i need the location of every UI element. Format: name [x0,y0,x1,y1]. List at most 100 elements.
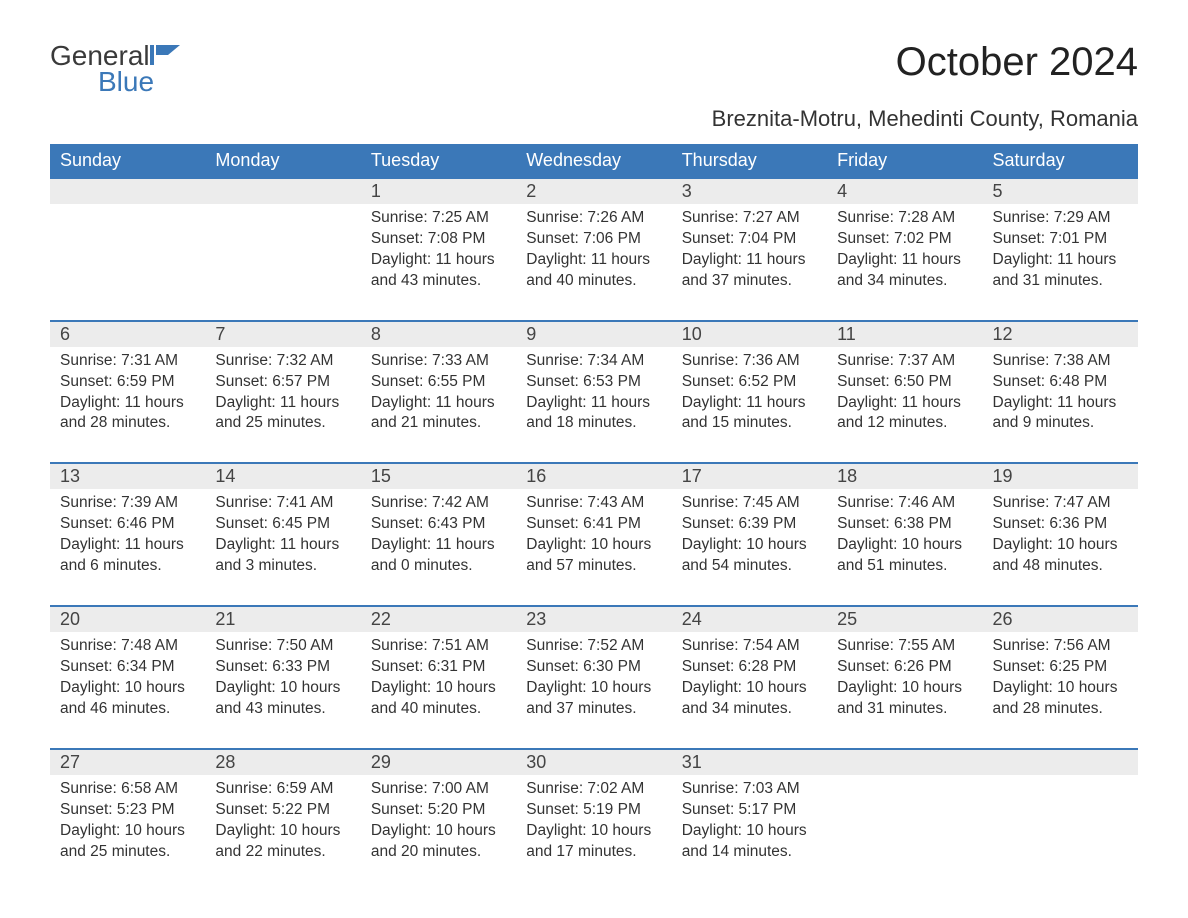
day-number-cell: 10 [672,321,827,347]
daylight-line: Daylight: 11 hours and 18 minutes. [526,393,661,435]
sunset-line: Sunset: 7:04 PM [682,229,817,250]
day-header: Tuesday [361,144,516,178]
calendar-table: Sunday Monday Tuesday Wednesday Thursday… [50,144,1138,890]
daylight-line: Daylight: 11 hours and 12 minutes. [837,393,972,435]
day-number-cell: 3 [672,178,827,204]
sunset-line: Sunset: 6:53 PM [526,372,661,393]
sunset-line: Sunset: 6:57 PM [215,372,350,393]
daylight-line: Daylight: 11 hours and 21 minutes. [371,393,506,435]
day-number-cell: 31 [672,749,827,775]
daylight-line: Daylight: 10 hours and 40 minutes. [371,678,506,720]
sunrise-line: Sunrise: 7:47 AM [993,493,1128,514]
sunrise-line: Sunrise: 7:28 AM [837,208,972,229]
daylight-line: Daylight: 10 hours and 43 minutes. [215,678,350,720]
day-number-cell: 4 [827,178,982,204]
day-detail-row: Sunrise: 7:39 AMSunset: 6:46 PMDaylight:… [50,489,1138,606]
day-detail-row: Sunrise: 7:48 AMSunset: 6:34 PM Daylight:… [50,632,1138,749]
day-number-cell: 14 [205,463,360,489]
daylight-line: Daylight: 11 hours and 25 minutes. [215,393,350,435]
sunset-line: Sunset: 7:06 PM [526,229,661,250]
day-detail-cell: Sunrise: 7:37 AMSunset: 6:50 PMDaylight:… [827,347,982,464]
sunset-line: Sunset: 6:41 PM [526,514,661,535]
day-detail-cell: Sunrise: 7:56 AMSunset: 6:25 PMDaylight:… [983,632,1138,749]
sunset-line: Sunset: 6:45 PM [215,514,350,535]
sunset-line: Sunset: 5:17 PM [682,800,817,821]
day-header: Thursday [672,144,827,178]
sunset-line: Sunset: 5:22 PM [215,800,350,821]
day-detail-cell: Sunrise: 7:02 AMSunset: 5:19 PMDaylight:… [516,775,671,891]
day-number-cell: 17 [672,463,827,489]
daylight-line: Daylight: 10 hours and 51 minutes. [837,535,972,577]
sunrise-line: Sunrise: 7:52 AM [526,636,661,657]
daylight-line: Daylight: 10 hours and 57 minutes. [526,535,661,577]
day-number-cell: 7 [205,321,360,347]
day-number-cell: 20 [50,606,205,632]
sunset-line: Sunset: 7:01 PM [993,229,1128,250]
sunset-line: Sunset: 6:34 PM [60,657,195,678]
day-number-cell [50,178,205,204]
day-detail-cell: Sunrise: 7:34 AMSunset: 6:53 PMDaylight:… [516,347,671,464]
daylight-line: Daylight: 11 hours and 0 minutes. [371,535,506,577]
day-number-cell [205,178,360,204]
daylight-line: Daylight: 11 hours and 3 minutes. [215,535,350,577]
day-number-row: 2728293031 [50,749,1138,775]
day-detail-cell: Sunrise: 7:28 AMSunset: 7:02 PMDaylight:… [827,204,982,321]
daylight-line: Daylight: 10 hours and 22 minutes. [215,821,350,863]
sunset-line: Sunset: 6:50 PM [837,372,972,393]
sunrise-line: Sunrise: 7:48 AM [60,636,195,657]
sunrise-line: Sunrise: 7:31 AM [60,351,195,372]
location-subtitle: Breznita-Motru, Mehedinti County, Romani… [50,106,1138,132]
day-number-cell [827,749,982,775]
sunrise-line: Sunrise: 7:42 AM [371,493,506,514]
day-detail-cell: Sunrise: 7:32 AMSunset: 6:57 PMDaylight:… [205,347,360,464]
day-detail-cell: Sunrise: 7:52 AMSunset: 6:30 PMDaylight:… [516,632,671,749]
sunset-line: Sunset: 6:28 PM [682,657,817,678]
day-detail-cell: Sunrise: 7:31 AMSunset: 6:59 PMDaylight:… [50,347,205,464]
day-detail-cell: Sunrise: 7:33 AMSunset: 6:55 PMDaylight:… [361,347,516,464]
day-detail-cell: Sunrise: 7:29 AMSunset: 7:01 PMDaylight:… [983,204,1138,321]
day-detail-cell: Sunrise: 7:42 AMSunset: 6:43 PMDaylight:… [361,489,516,606]
day-detail-cell: Sunrise: 7:27 AMSunset: 7:04 PMDaylight:… [672,204,827,321]
sunset-line: Sunset: 6:43 PM [371,514,506,535]
day-number-cell: 21 [205,606,360,632]
sunset-line: Sunset: 6:46 PM [60,514,195,535]
daylight-line: Daylight: 11 hours and 15 minutes. [682,393,817,435]
day-number-cell: 11 [827,321,982,347]
sunset-line: Sunset: 6:33 PM [215,657,350,678]
day-header: Friday [827,144,982,178]
day-detail-cell: Sunrise: 7:41 AMSunset: 6:45 PMDaylight:… [205,489,360,606]
sunrise-line: Sunrise: 6:59 AM [215,779,350,800]
day-number-row: 6789101112 [50,321,1138,347]
day-number-cell: 29 [361,749,516,775]
day-detail-cell: Sunrise: 7:25 AMSunset: 7:08 PMDaylight:… [361,204,516,321]
day-detail-row: Sunrise: 6:58 AMSunset: 5:23 PMDaylight:… [50,775,1138,891]
day-detail-cell: Sunrise: 7:39 AMSunset: 6:46 PMDaylight:… [50,489,205,606]
day-detail-cell: Sunrise: 7:50 AMSunset: 6:33 PMDaylight:… [205,632,360,749]
daylight-line: Daylight: 10 hours and 31 minutes. [837,678,972,720]
day-detail-row: Sunrise: 7:31 AMSunset: 6:59 PMDaylight:… [50,347,1138,464]
day-number-cell: 8 [361,321,516,347]
sunset-line: Sunset: 6:38 PM [837,514,972,535]
daylight-line: Daylight: 11 hours and 37 minutes. [682,250,817,292]
daylight-line: Daylight: 11 hours and 9 minutes. [993,393,1128,435]
day-detail-cell: Sunrise: 7:38 AMSunset: 6:48 PMDaylight:… [983,347,1138,464]
day-detail-cell: Sunrise: 7:00 AMSunset: 5:20 PMDaylight:… [361,775,516,891]
day-detail-cell: Sunrise: 7:03 AMSunset: 5:17 PMDaylight:… [672,775,827,891]
sunrise-line: Sunrise: 7:33 AM [371,351,506,372]
sunset-line: Sunset: 6:26 PM [837,657,972,678]
daylight-line: Daylight: 11 hours and 31 minutes. [993,250,1128,292]
day-detail-cell [50,204,205,321]
daylight-line: Daylight: 10 hours and 14 minutes. [682,821,817,863]
brand-word-2: Blue [98,66,184,98]
sunrise-line: Sunrise: 7:25 AM [371,208,506,229]
daylight-line: Daylight: 11 hours and 34 minutes. [837,250,972,292]
daylight-line: Daylight: 10 hours and 20 minutes. [371,821,506,863]
sunrise-line: Sunrise: 7:00 AM [371,779,506,800]
sunset-line: Sunset: 5:20 PM [371,800,506,821]
sunrise-line: Sunrise: 7:03 AM [682,779,817,800]
sunset-line: Sunset: 6:25 PM [993,657,1128,678]
sunrise-line: Sunrise: 6:58 AM [60,779,195,800]
sunset-line: Sunset: 6:31 PM [371,657,506,678]
day-detail-cell [205,204,360,321]
daylight-line: Daylight: 10 hours and 17 minutes. [526,821,661,863]
